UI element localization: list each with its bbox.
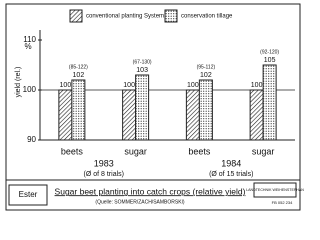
x-tick-label: sugar xyxy=(252,146,275,156)
value-label: 102 xyxy=(200,72,212,79)
group-label: 1983 xyxy=(94,158,114,168)
value-label: 105 xyxy=(264,57,276,64)
bar xyxy=(262,64,277,141)
y-tick-label: 90 xyxy=(27,135,36,144)
group-note: (Ø of 15 trials) xyxy=(209,171,253,178)
x-tick-label: beets xyxy=(61,146,84,156)
bar xyxy=(198,79,213,141)
value-label: 100 xyxy=(187,82,199,89)
frame xyxy=(5,3,301,211)
bar xyxy=(122,89,137,141)
value-label: 100 xyxy=(60,82,72,89)
page: {"chart_data": {"type": "bar", "y_label"… xyxy=(5,3,305,211)
value-label: 103 xyxy=(136,67,148,74)
y-unit: % xyxy=(24,42,31,51)
value-label: 100 xyxy=(123,82,135,89)
legend-label: conventional planting System xyxy=(86,14,164,20)
footer-title: Sugar beet planting into catch crops (re… xyxy=(55,186,246,196)
footer-source: (Quelle: SOMMER/ZACH/SAMBORSKI) xyxy=(95,199,185,205)
logo-box xyxy=(253,182,297,198)
footer-logo: LANDTECHNIK WEIHENSTEPHAN xyxy=(246,188,304,192)
range-label: (85-122) xyxy=(69,64,88,70)
value-label: 100 xyxy=(251,82,263,89)
range-label: (67-130) xyxy=(133,59,152,65)
bar xyxy=(249,89,264,141)
bar xyxy=(58,89,73,141)
bar xyxy=(135,74,150,141)
y-axis-label: yield (rel.) xyxy=(15,67,22,98)
group-label: 1984 xyxy=(221,158,241,168)
legend-swatch xyxy=(69,9,83,23)
bar xyxy=(185,89,200,141)
x-tick-label: beets xyxy=(188,146,211,156)
bar xyxy=(71,79,86,141)
y-tick-label: 110 xyxy=(23,35,36,44)
footer-code: FB 052 234 xyxy=(272,200,293,205)
range-label: (95-112) xyxy=(197,64,216,70)
y-tick-label: 100 xyxy=(23,85,37,94)
legend-swatch xyxy=(164,9,178,23)
footer-author: Ester xyxy=(19,190,38,199)
legend-label: conservation tillage xyxy=(181,14,233,20)
x-tick-label: sugar xyxy=(124,146,147,156)
chart: yield (rel.) % Ester Sugar beet planting… xyxy=(5,3,304,211)
group-note: (Ø of 8 trials) xyxy=(84,171,124,178)
value-label: 102 xyxy=(73,72,85,79)
range-label: (92-120) xyxy=(260,49,279,55)
author-box xyxy=(8,184,48,206)
